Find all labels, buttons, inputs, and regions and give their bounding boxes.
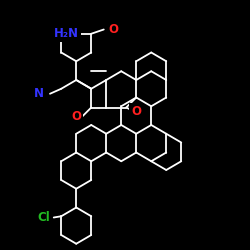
Text: O: O	[109, 23, 119, 36]
Text: H₂N: H₂N	[54, 27, 79, 40]
Text: O: O	[131, 105, 141, 118]
Text: Cl: Cl	[38, 211, 50, 224]
Text: N: N	[34, 87, 44, 100]
Text: O: O	[71, 110, 81, 123]
